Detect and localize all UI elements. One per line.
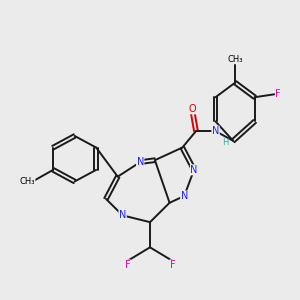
Text: H: H: [222, 138, 229, 147]
Text: CH₃: CH₃: [20, 177, 35, 186]
Text: N: N: [181, 191, 188, 201]
Text: F: F: [125, 260, 130, 270]
Text: F: F: [170, 260, 175, 270]
Text: N: N: [119, 210, 126, 220]
Text: O: O: [188, 104, 196, 114]
Text: N: N: [212, 126, 219, 136]
Text: F: F: [275, 89, 281, 99]
Text: N: N: [136, 157, 144, 167]
Text: CH₃: CH₃: [227, 55, 243, 64]
Text: N: N: [190, 165, 198, 175]
